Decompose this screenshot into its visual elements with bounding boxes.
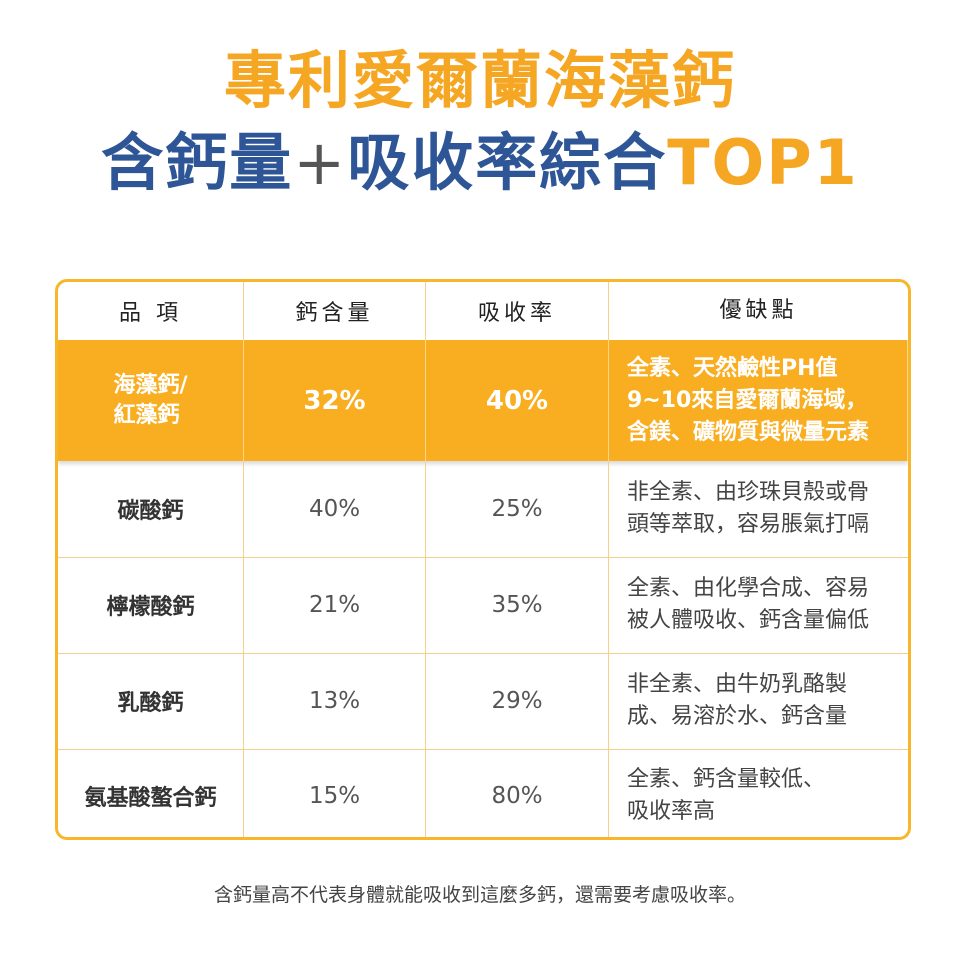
item-name: 碳酸鈣 — [58, 461, 244, 557]
absorption-value: 80% — [426, 749, 609, 837]
header-item: 品 項 — [58, 282, 244, 340]
table-row: 檸檬酸鈣 21% 35% 全素、由化學合成、容易 被人體吸收、鈣含量偏低 — [58, 557, 908, 654]
header-notes: 優缺點 — [719, 298, 798, 323]
absorption-value: 40% — [426, 340, 609, 461]
absorption-value: 35% — [426, 557, 609, 653]
notes: 非全素、由牛奶乳酪製 成、易溶於水、鈣含量 — [627, 672, 848, 729]
title-top1: TOP1 — [667, 126, 859, 199]
item-name: 海藻鈣/ 紅藻鈣 — [58, 340, 244, 461]
calcium-value: 40% — [244, 461, 426, 557]
calcium-value: 21% — [244, 557, 426, 653]
table-row: 碳酸鈣 40% 25% 非全素、由珍珠貝殼或骨 頭等萃取，容易脹氣打嗝 — [58, 461, 908, 558]
comparison-table: 品 項 鈣含量 吸收率 優缺點 海藻鈣/ 紅藻鈣 32% 40% 全素、天然鹼性… — [55, 279, 911, 840]
table-row: 氨基酸螯合鈣 15% 80% 全素、鈣含量較低、 吸收率高 — [58, 749, 908, 837]
footer-note: 含鈣量高不代表身體就能吸收到這麼多鈣，還需要考慮吸收率。 — [213, 884, 746, 906]
title-absorption: 吸收率綜合 — [347, 126, 668, 199]
calcium-value: 13% — [244, 653, 426, 749]
title-plus: + — [293, 126, 348, 199]
table-row: 乳酸鈣 13% 29% 非全素、由牛奶乳酪製 成、易溶於水、鈣含量 — [58, 653, 908, 750]
notes: 全素、鈣含量較低、 吸收率高 — [627, 767, 826, 824]
header-absorption: 吸收率 — [426, 282, 609, 340]
table-header: 品 項 鈣含量 吸收率 優缺點 — [58, 282, 908, 341]
title-line1: 專利愛爾蘭海藻鈣 — [223, 44, 736, 117]
calcium-value: 15% — [244, 749, 426, 837]
item-name: 氨基酸螯合鈣 — [58, 749, 244, 837]
notes: 全素、由化學合成、容易 被人體吸收、鈣含量偏低 — [627, 576, 870, 633]
notes: 全素、天然鹼性PH值 9~10來自愛爾蘭海域， 含鎂、礦物質與微量元素 — [609, 340, 908, 461]
calcium-value: 32% — [244, 340, 426, 461]
title-line2: 含鈣量+吸收率綜合TOP1 — [0, 112, 960, 202]
absorption-value: 29% — [426, 653, 609, 749]
item-name: 乳酸鈣 — [58, 653, 244, 749]
title-calcium: 含鈣量 — [101, 126, 294, 199]
header-calcium: 鈣含量 — [244, 282, 426, 340]
notes: 非全素、由珍珠貝殼或骨 頭等萃取，容易脹氣打嗝 — [627, 480, 870, 537]
highlight-row: 海藻鈣/ 紅藻鈣 32% 40% 全素、天然鹼性PH值 9~10來自愛爾蘭海域，… — [58, 340, 908, 461]
absorption-value: 25% — [426, 461, 609, 557]
item-name: 檸檬酸鈣 — [58, 557, 244, 653]
